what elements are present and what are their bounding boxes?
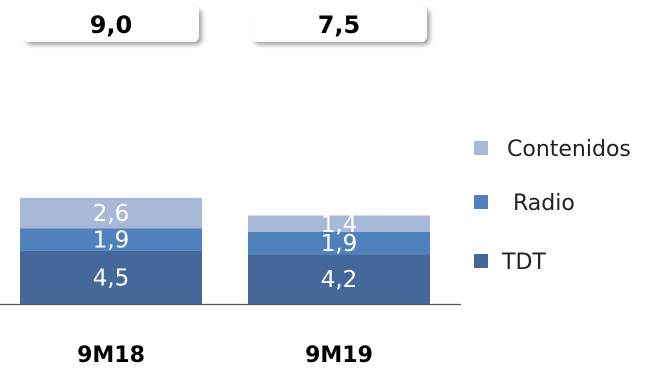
legend-swatch-tdt [474,254,488,268]
category-label-9m18: 9M18 [77,343,145,368]
axis-layer: 9M18 9M19 [0,303,461,368]
data-label-contenidos-9m18: 2,6 [93,201,130,227]
total-card-9m19 [251,6,427,42]
data-label-tdt-9m18: 4,5 [93,265,130,291]
data-label-radio-9m18: 1,9 [93,228,130,254]
total-label-9m18: 9,0 [90,11,133,39]
data-label-radio-9m19: 1,9 [321,231,358,257]
bar-radio-9m19 [248,232,430,255]
bars-layer: 4,51,92,64,21,91,4 [20,197,430,304]
total-label-9m19: 7,5 [318,11,361,39]
bar-contenidos-9m19 [248,215,430,232]
legend-label-radio: Radio [513,191,575,216]
legend-label-contenidos: Contenidos [507,137,631,162]
legend-swatch-radio [474,195,488,209]
total-card-9m18 [23,6,199,42]
data-label-contenidos-9m19: 1,4 [321,212,358,238]
category-label-9m19: 9M19 [305,343,373,368]
totals-layer: 9,0 7,5 [23,6,427,42]
legend-swatch-contenidos [474,141,488,155]
data-label-tdt-9m19: 4,2 [321,267,358,293]
legend-label-tdt: TDT [501,250,546,275]
legend: Contenidos Radio TDT [474,137,631,275]
bar-radio-9m18 [20,228,202,251]
bar-contenidos-9m18 [20,197,202,229]
bar-tdt-9m18 [20,250,202,304]
bar-tdt-9m19 [248,254,430,304]
